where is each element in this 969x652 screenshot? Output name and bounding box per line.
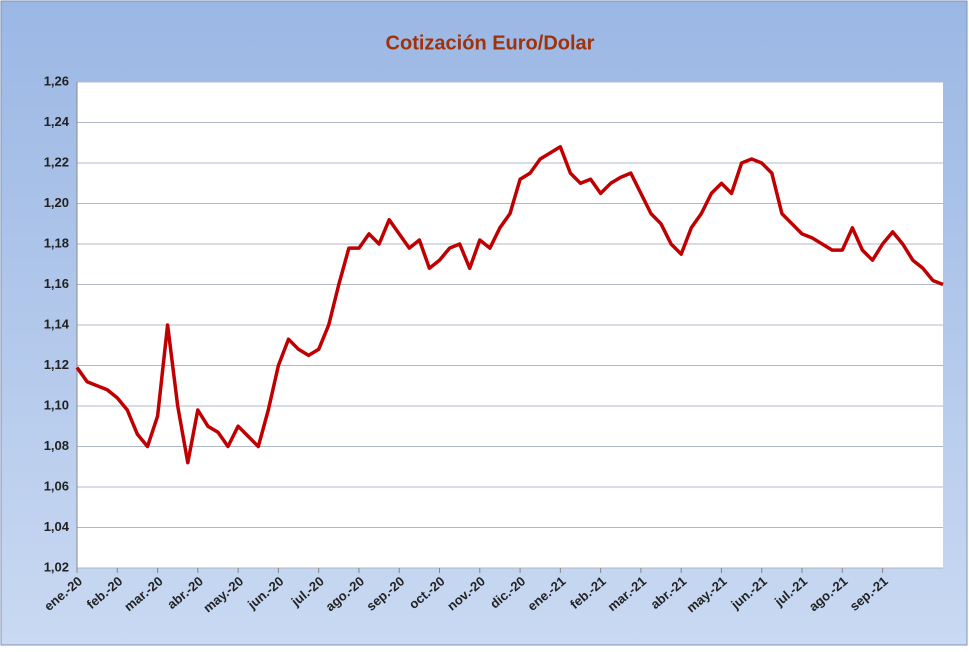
y-tick-label: 1,16 (44, 276, 69, 291)
y-tick-label: 1,08 (44, 438, 69, 453)
y-tick-label: 1,02 (44, 559, 69, 574)
y-tick-label: 1,06 (44, 478, 69, 493)
y-tick-label: 1,24 (44, 114, 70, 129)
y-tick-label: 1,18 (44, 235, 69, 250)
y-tick-label: 1,12 (44, 357, 69, 372)
y-tick-label: 1,20 (44, 195, 69, 210)
y-tick-label: 1,26 (44, 73, 69, 88)
y-tick-label: 1,14 (44, 316, 70, 331)
data-line (75, 145, 944, 465)
y-tick-label: 1,22 (44, 154, 69, 169)
y-tick-label: 1,10 (44, 397, 69, 412)
chart-title: Cotización Euro/Dolar (386, 32, 595, 54)
y-tick-label: 1,04 (44, 519, 70, 534)
